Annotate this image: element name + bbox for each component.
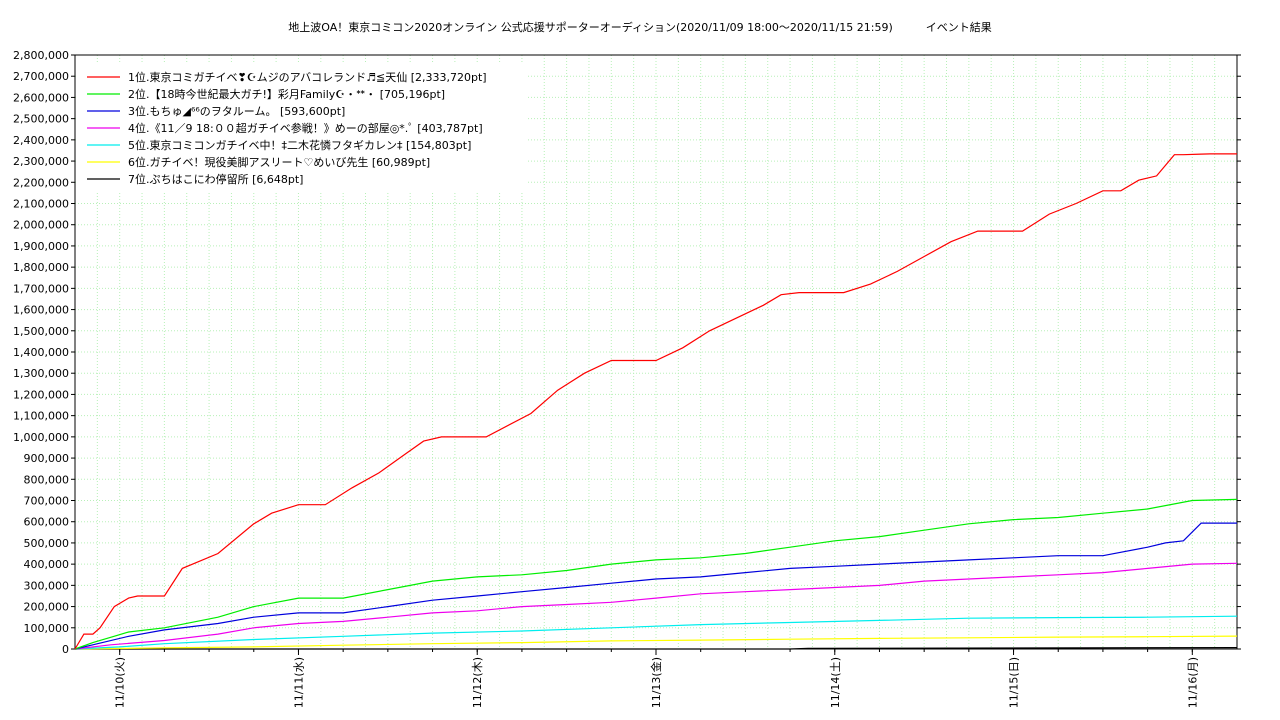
- x-tick-label: 11/10(火): [114, 657, 127, 708]
- y-tick-label: 0: [62, 643, 69, 656]
- series-line-6: [74, 635, 1238, 650]
- x-tick-label: 11/11(水): [292, 657, 305, 708]
- y-tick-label: 2,600,000: [13, 91, 69, 104]
- series-line-2: [74, 498, 1238, 650]
- y-tick-label: 1,500,000: [13, 325, 69, 338]
- x-tick-label: 11/14(土): [829, 657, 842, 708]
- x-tick-label: 11/12(木): [471, 657, 484, 708]
- y-tick-label: 1,000,000: [13, 431, 69, 444]
- y-tick-label: 1,900,000: [13, 240, 69, 253]
- y-tick-label: 1,400,000: [13, 346, 69, 359]
- y-tick-label: 600,000: [24, 516, 70, 529]
- series-line-7: [75, 646, 1238, 650]
- y-tick-label: 1,100,000: [13, 410, 69, 423]
- y-tick-label: 800,000: [24, 473, 70, 486]
- legend-label: 3位.もちゅ◢⁶⁶のヲタルーム。 [593,600pt]: [128, 104, 345, 118]
- series-layer: [74, 153, 1238, 650]
- y-tick-label: 100,000: [24, 622, 70, 635]
- x-tick-label: 11/13(金): [649, 657, 663, 708]
- legend-label: 2位.【18時今世紀最大ガチ!】彩月Family☪・ᕯ・ [705,196pt]: [128, 87, 445, 101]
- y-tick-label: 2,700,000: [13, 70, 69, 83]
- y-tick-label: 200,000: [24, 601, 70, 614]
- y-axis: 0 100,000 200,000 300,000 400,000 500,000 600,…: [13, 49, 1241, 656]
- series-line-5: [74, 615, 1238, 650]
- y-tick-label: 900,000: [24, 452, 70, 465]
- y-tick-label: 400,000: [24, 558, 70, 571]
- legend-label: 4位.《11／9 18:００超ガチイベ参戦！》めーの部屋◎*.ﾟ [403,78…: [128, 121, 483, 135]
- y-tick-label: 1,700,000: [13, 282, 69, 295]
- y-tick-label: 2,000,000: [13, 219, 69, 232]
- y-tick-label: 1,300,000: [13, 367, 69, 380]
- y-tick-label: 1,200,000: [13, 388, 69, 401]
- legend-label: 5位.東京コミコンガチイベ中！‡二木花憐フタギカレン‡ [154,803pt]: [128, 138, 471, 152]
- y-tick-label: 2,400,000: [13, 134, 69, 147]
- series-line-1: [74, 153, 1237, 650]
- y-tick-label: 2,500,000: [13, 113, 69, 126]
- y-tick-label: 2,100,000: [13, 198, 69, 211]
- legend-box: [76, 64, 528, 192]
- x-tick-label: 11/16(月): [1186, 657, 1199, 708]
- y-tick-label: 300,000: [24, 579, 70, 592]
- legend: 1位.東京コミガチイベ❣☪ムジのアバコレランド♬≦天仙 [2,333,720pt…: [76, 64, 528, 192]
- legend-label: 1位.東京コミガチイベ❣☪ムジのアバコレランド♬≦天仙 [2,333,720pt…: [128, 70, 487, 84]
- y-tick-label: 2,200,000: [13, 176, 69, 189]
- y-tick-label: 2,800,000: [13, 49, 69, 62]
- legend-label: 7位.ぷちはこにわ停留所 [6,648pt]: [128, 172, 303, 186]
- series-line-4: [74, 562, 1238, 650]
- legend-label: 6位.ガチイベ！現役美脚アスリート♡めいび先生 [60,989pt]: [128, 155, 430, 169]
- y-tick-label: 500,000: [24, 537, 70, 550]
- y-tick-label: 1,600,000: [13, 304, 69, 317]
- series-line-3: [74, 522, 1237, 650]
- chart-title: 地上波OA！東京コミコン2020オンライン 公式応援サポーターオーディション(2…: [288, 21, 992, 34]
- y-tick-label: 1,800,000: [13, 261, 69, 274]
- x-tick-label: 11/15(日): [1008, 657, 1021, 708]
- y-tick-label: 700,000: [24, 495, 70, 508]
- x-axis: 11/10(火) 11/11(水) 11/12(木) 11/13(金) 11/14(土)…: [114, 649, 1199, 708]
- y-tick-label: 2,300,000: [13, 155, 69, 168]
